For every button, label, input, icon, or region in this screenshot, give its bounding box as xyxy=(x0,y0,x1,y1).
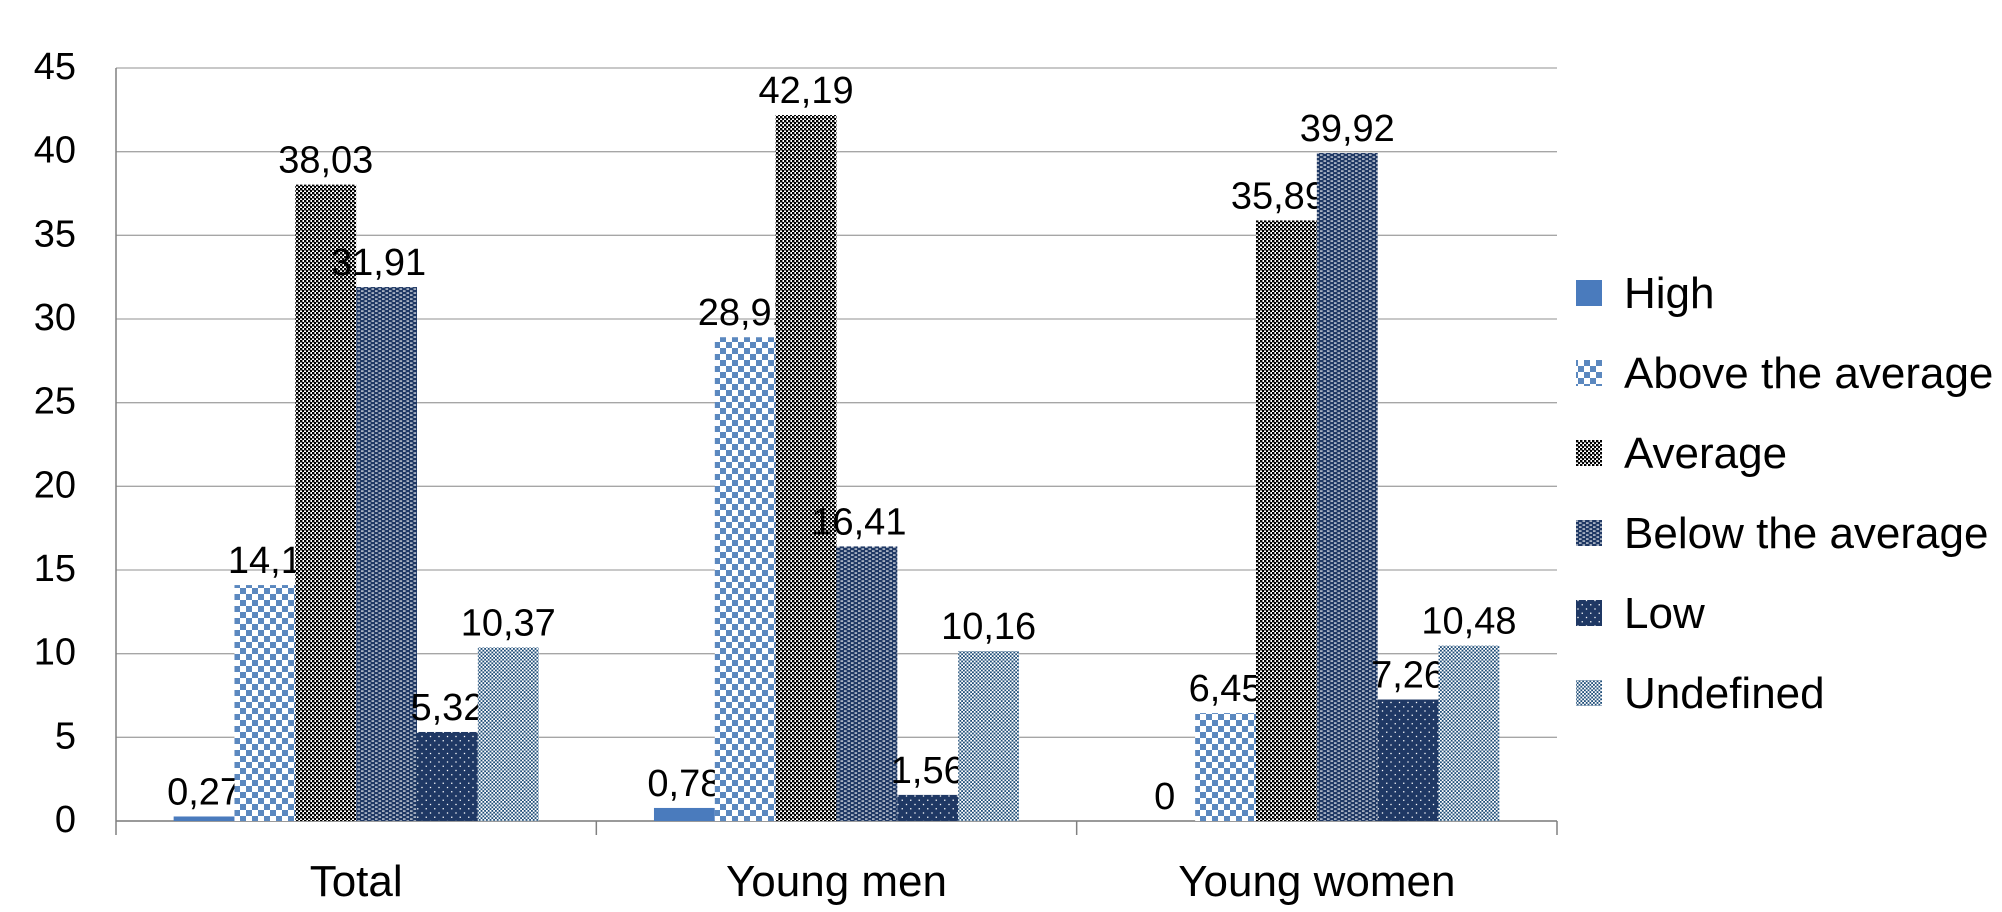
svg-text:31,91: 31,91 xyxy=(331,242,426,284)
svg-text:Low: Low xyxy=(1624,589,1705,638)
svg-text:20: 20 xyxy=(34,464,76,506)
svg-text:Undefined: Undefined xyxy=(1624,669,1825,718)
svg-text:14,1: 14,1 xyxy=(228,540,302,582)
svg-text:42,19: 42,19 xyxy=(759,70,854,112)
svg-text:1,56: 1,56 xyxy=(891,750,965,792)
svg-text:5,32: 5,32 xyxy=(410,687,484,729)
svg-text:Young women: Young women xyxy=(1178,857,1455,906)
svg-text:10: 10 xyxy=(34,632,76,674)
svg-text:0,27: 0,27 xyxy=(167,771,241,813)
svg-text:40: 40 xyxy=(34,130,76,172)
svg-text:10,48: 10,48 xyxy=(1421,601,1516,643)
svg-text:Total: Total xyxy=(310,857,403,906)
svg-text:5: 5 xyxy=(55,715,76,757)
svg-text:High: High xyxy=(1624,269,1715,318)
svg-text:0: 0 xyxy=(1154,776,1175,818)
svg-text:0,78: 0,78 xyxy=(647,763,721,805)
svg-text:35,89: 35,89 xyxy=(1231,175,1326,217)
svg-text:Above the average: Above the average xyxy=(1624,349,1993,398)
svg-text:15: 15 xyxy=(34,548,76,590)
svg-text:Average: Average xyxy=(1624,429,1787,478)
svg-text:0: 0 xyxy=(55,799,76,841)
svg-text:Young men: Young men xyxy=(726,857,947,906)
svg-text:30: 30 xyxy=(34,297,76,339)
svg-text:6,45: 6,45 xyxy=(1189,668,1263,710)
svg-text:45: 45 xyxy=(34,46,76,88)
svg-text:39,92: 39,92 xyxy=(1300,108,1395,150)
svg-text:16,41: 16,41 xyxy=(811,501,906,543)
svg-text:10,16: 10,16 xyxy=(941,606,1036,648)
svg-text:10,37: 10,37 xyxy=(461,602,556,644)
svg-text:35: 35 xyxy=(34,213,76,255)
svg-text:Below the average: Below the average xyxy=(1624,509,1988,558)
svg-text:25: 25 xyxy=(34,381,76,423)
svg-text:7,26: 7,26 xyxy=(1371,655,1445,697)
svg-text:38,03: 38,03 xyxy=(278,140,373,182)
